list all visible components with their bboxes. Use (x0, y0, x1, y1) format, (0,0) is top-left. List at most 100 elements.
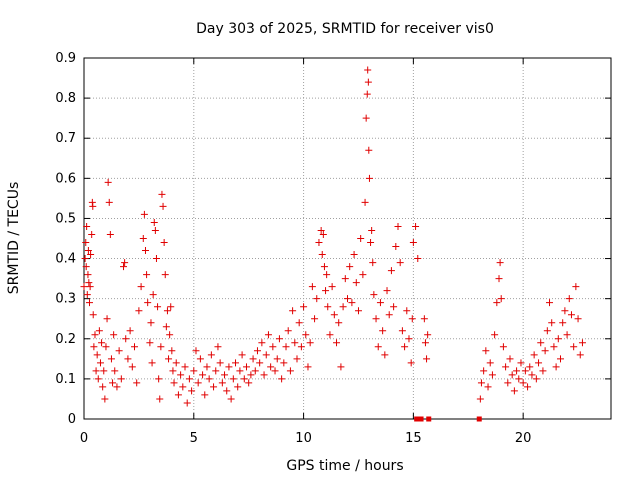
data-point (160, 239, 168, 247)
data-point (157, 343, 165, 351)
data-point (311, 315, 319, 323)
data-point (499, 343, 507, 351)
data-point (426, 416, 432, 422)
data-point (480, 367, 488, 375)
data-point (576, 351, 584, 359)
data-point (363, 90, 371, 98)
data-point (247, 371, 255, 379)
data-point (528, 371, 536, 379)
data-point (495, 275, 503, 283)
data-point (201, 391, 209, 399)
data-point (570, 343, 578, 351)
data-point (414, 255, 422, 263)
data-point (482, 347, 490, 355)
x-tick-label: 20 (515, 431, 532, 446)
data-point (491, 331, 499, 339)
data-point (82, 263, 90, 271)
data-point (110, 331, 118, 339)
data-point (192, 347, 200, 355)
data-point (90, 343, 98, 351)
data-point (139, 235, 147, 242)
data-point (506, 355, 514, 363)
data-point (372, 315, 380, 323)
data-point (335, 319, 343, 327)
data-point (162, 323, 170, 331)
data-point (488, 371, 496, 379)
data-point (390, 303, 398, 311)
data-point (269, 343, 277, 351)
data-point (86, 283, 94, 291)
data-point (96, 359, 104, 367)
data-point (216, 359, 224, 367)
data-point (207, 351, 215, 359)
data-point (352, 279, 360, 287)
data-point (85, 279, 93, 287)
data-point (95, 327, 103, 335)
data-point (267, 363, 275, 371)
data-point (408, 315, 416, 323)
data-point (539, 367, 547, 375)
data-point (249, 355, 257, 363)
data-point (105, 198, 113, 206)
data-point (561, 307, 569, 315)
data-point (240, 375, 248, 383)
data-point (421, 339, 429, 347)
data-point (275, 335, 283, 343)
data-point (368, 226, 376, 234)
data-point (212, 367, 220, 375)
data-point (92, 367, 100, 375)
data-point (251, 367, 259, 375)
data-point (357, 235, 365, 242)
data-point (109, 379, 117, 387)
y-tick-label: 0.3 (55, 292, 76, 307)
data-point (84, 271, 92, 279)
data-point (476, 395, 484, 403)
data-point (374, 343, 382, 351)
data-point (82, 239, 90, 247)
data-point (203, 363, 211, 371)
data-point (232, 359, 240, 367)
data-point (379, 327, 387, 335)
data-point (424, 331, 432, 339)
data-point (418, 416, 424, 422)
data-point (223, 387, 231, 395)
data-point (519, 379, 527, 387)
chart-title: Day 303 of 2025, SRMTID for receiver vis… (196, 21, 494, 37)
data-point (236, 367, 244, 375)
data-point (350, 251, 358, 259)
data-point (150, 218, 158, 226)
data-point (315, 239, 323, 247)
data-point (174, 391, 182, 399)
plot-frame (83, 57, 612, 420)
data-point (409, 239, 417, 247)
data-point (196, 355, 204, 363)
data-point (477, 379, 485, 387)
data-point (148, 359, 156, 367)
data-point (484, 383, 492, 391)
data-point (559, 319, 567, 327)
data-point (333, 339, 341, 347)
data-point (543, 327, 551, 335)
data-point (214, 343, 222, 351)
data-point (502, 363, 510, 371)
data-point (521, 367, 529, 375)
data-point (210, 383, 218, 391)
data-point (194, 379, 202, 387)
data-point (504, 379, 512, 387)
data-point (365, 174, 373, 182)
data-point (181, 363, 189, 371)
data-point (412, 222, 420, 230)
data-point (398, 327, 406, 335)
y-tick-label: 0.9 (55, 51, 76, 66)
data-point (101, 395, 109, 403)
data-point (304, 363, 312, 371)
data-point (548, 319, 556, 327)
data-point (273, 355, 281, 363)
data-point (168, 347, 176, 355)
data-point (337, 363, 345, 371)
data-point (144, 299, 152, 307)
data-point (131, 343, 139, 351)
data-point (552, 363, 560, 371)
x-tick-label: 10 (295, 431, 312, 446)
data-point (113, 383, 121, 391)
